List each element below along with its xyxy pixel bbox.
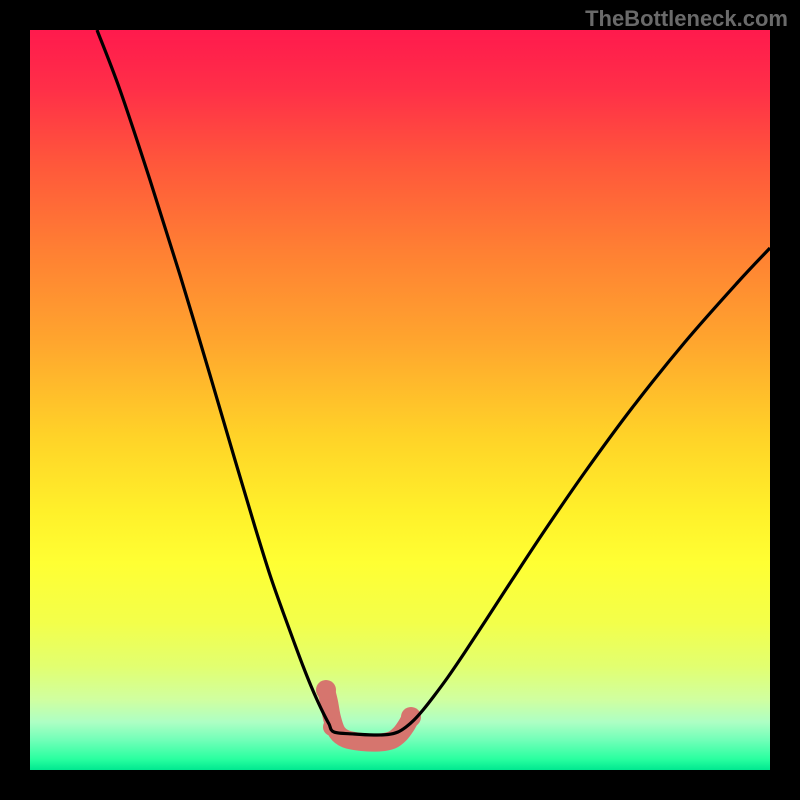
bottleneck-curve (97, 30, 770, 735)
chart-container: TheBottleneck.com (0, 0, 800, 800)
highlight-dot (316, 680, 336, 700)
curve-layer (30, 30, 770, 770)
watermark-text: TheBottleneck.com (585, 6, 788, 32)
plot-area (30, 30, 770, 770)
